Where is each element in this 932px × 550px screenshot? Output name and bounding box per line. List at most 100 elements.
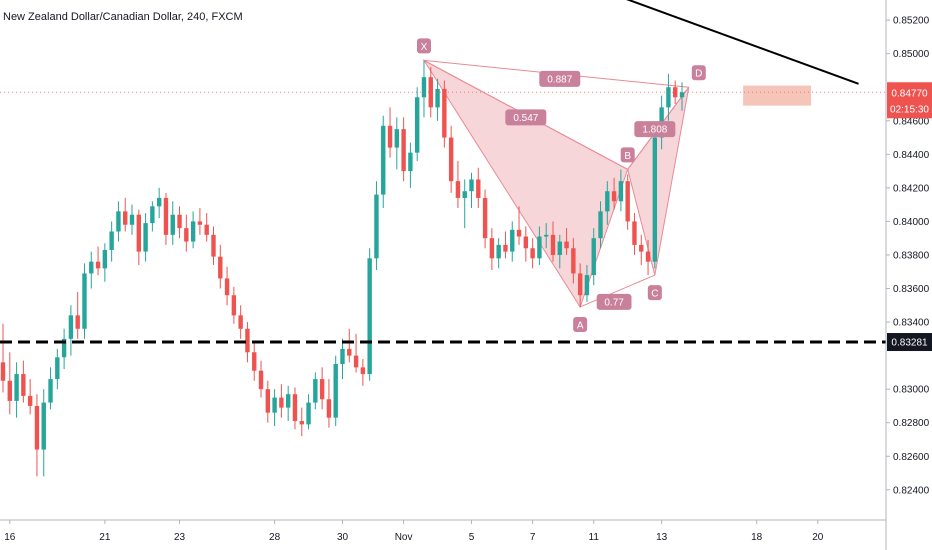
- candle-body: [679, 92, 685, 98]
- candle-body: [313, 379, 318, 403]
- candle-body: [448, 137, 454, 182]
- current-price-tag: [887, 82, 932, 119]
- y-axis-ticks[interactable]: 0.85200 0.85000 0.84600 0.84400 0.84200 0.840…: [886, 16, 930, 497]
- candle-body: [238, 315, 243, 329]
- candle-body: [123, 211, 128, 225]
- pattern-point-b: B: [624, 151, 631, 162]
- countdown-label: 02:15:30: [890, 104, 929, 115]
- candle-body: [428, 77, 433, 108]
- candle-body: [95, 261, 101, 269]
- support-price-label: 0.83281: [891, 338, 928, 349]
- candle-body: [618, 181, 624, 202]
- candle-body: [469, 179, 474, 192]
- y-tick-label: 0.84400: [893, 150, 930, 161]
- y-tick-label: 0.83400: [893, 318, 930, 329]
- y-tick-label: 0.83600: [893, 284, 930, 295]
- candle-body: [333, 364, 338, 418]
- pattern-line-ac: [579, 274, 656, 308]
- candle-body: [75, 315, 80, 329]
- candle-body: [347, 348, 352, 356]
- candle-body: [55, 357, 60, 380]
- candle-body: [82, 273, 87, 329]
- candle-body: [7, 380, 12, 401]
- candle-body: [666, 87, 671, 108]
- y-tick-label: 0.82400: [893, 485, 930, 496]
- candle-body: [163, 197, 169, 235]
- x-tick-label: 18: [751, 532, 763, 543]
- pattern-ratio-label: 0.547: [513, 113, 538, 124]
- candle-body: [374, 194, 379, 259]
- candle-body: [523, 236, 529, 249]
- candle-body: [598, 211, 603, 239]
- candle-body: [639, 244, 644, 252]
- candle-body: [21, 374, 26, 396]
- candle-body: [455, 181, 461, 198]
- x-tick-label: 30: [337, 532, 349, 543]
- candle-body: [401, 129, 406, 172]
- pattern-point-c: C: [651, 289, 658, 300]
- candle-body: [510, 229, 515, 252]
- pattern-point-a-badge: [573, 316, 588, 332]
- overlays: X A B C D 0.887 0.547 1.808 0.77: [0, 0, 886, 344]
- y-tick-label: 0.84000: [893, 217, 930, 228]
- pattern-point-x-badge: [416, 38, 431, 54]
- x-tick-label: 20: [812, 532, 824, 543]
- y-tick-label: 0.84200: [893, 183, 930, 194]
- candle-body: [673, 87, 678, 98]
- y-tick-label: 0.82600: [893, 452, 930, 463]
- candle-body: [611, 191, 617, 202]
- pattern-ratio-badge: [634, 121, 676, 138]
- x-axis-ticks[interactable]: 16 21 23 28 30 Nov 5 7 11 13 18 20: [4, 520, 824, 543]
- candle-body: [292, 394, 298, 422]
- pattern-triangle-bcd: [627, 86, 690, 276]
- candle-body: [340, 348, 345, 364]
- candle-body: [68, 315, 74, 339]
- candle-body: [496, 244, 501, 259]
- candle-body: [489, 238, 495, 259]
- pattern-point-x: X: [421, 42, 428, 53]
- candle-body: [360, 367, 366, 375]
- candle-body: [156, 197, 162, 207]
- candle-body: [353, 355, 359, 368]
- target-zone[interactable]: [743, 85, 812, 106]
- candle-body: [645, 251, 651, 262]
- candle-body: [0, 362, 6, 381]
- candle-body: [34, 405, 40, 450]
- candle-body: [537, 236, 542, 259]
- harmonic-pattern[interactable]: [422, 59, 690, 309]
- y-tick-label: 0.85000: [893, 49, 930, 60]
- pattern-point-a: A: [577, 320, 584, 331]
- candle-body: [197, 221, 203, 225]
- candle-body: [116, 211, 121, 232]
- candle-body: [89, 261, 94, 274]
- candle-body: [584, 275, 590, 296]
- x-tick-label: 16: [4, 532, 16, 543]
- candle-body: [442, 88, 447, 138]
- candle-body: [564, 241, 569, 249]
- candle-body: [109, 231, 114, 250]
- candle-body: [605, 191, 610, 212]
- candle-body: [218, 256, 223, 279]
- candle-body: [258, 370, 264, 390]
- pattern-ratio-badge: [505, 109, 547, 126]
- candle-body: [435, 88, 440, 108]
- pattern-point-c-badge: [647, 285, 662, 301]
- candle-body: [421, 77, 427, 98]
- trendline[interactable]: [533, 0, 859, 85]
- candle-body: [319, 379, 325, 400]
- y-tick-label: 0.82800: [893, 418, 930, 429]
- candle-body: [102, 249, 108, 269]
- x-tick-label: 13: [656, 532, 668, 543]
- x-tick-label: 7: [530, 532, 536, 543]
- candle-body: [150, 206, 155, 224]
- x-tick-label: Nov: [395, 532, 413, 543]
- y-tick-label: 0.83000: [893, 385, 930, 396]
- chart-title: New Zealand Dollar/Canadian Dollar, 240,…: [3, 11, 243, 23]
- candle-body: [177, 214, 182, 229]
- candle-body: [476, 179, 481, 198]
- candle-body: [48, 379, 53, 403]
- candle-body: [557, 241, 562, 255]
- candle-body: [265, 389, 271, 413]
- current-price-label: 0.84770: [891, 88, 928, 99]
